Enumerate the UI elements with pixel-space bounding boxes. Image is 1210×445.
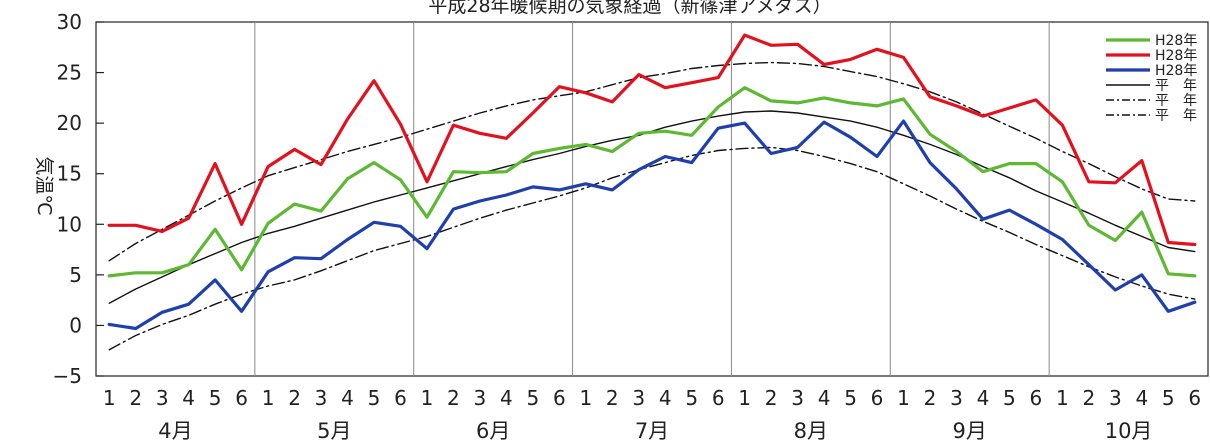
legend-label: H28年 xyxy=(1155,63,1197,79)
x-tick-label: 4 xyxy=(818,386,831,410)
y-tick-label: 20 xyxy=(57,111,82,135)
month-label: 5月 xyxy=(317,419,351,443)
x-tick-label: 1 xyxy=(1056,386,1069,410)
x-tick-label: 2 xyxy=(765,386,778,410)
x-tick-label: 4 xyxy=(500,386,513,410)
month-label: 6月 xyxy=(476,419,510,443)
y-tick-label: 10 xyxy=(57,212,82,236)
legend-label: H28年 xyxy=(1155,33,1197,49)
x-tick-label: 2 xyxy=(924,386,937,410)
x-tick-label: 5 xyxy=(209,386,222,410)
x-tick-label: 6 xyxy=(553,386,566,410)
month-label: 4月 xyxy=(158,419,192,443)
x-tick-label: 5 xyxy=(844,386,857,410)
x-tick-label: 3 xyxy=(156,386,169,410)
x-tick-label: 3 xyxy=(950,386,963,410)
x-tick-label: 5 xyxy=(685,386,698,410)
x-tick-label: 1 xyxy=(262,386,275,410)
x-tick-label: 2 xyxy=(447,386,460,410)
x-tick-label: 5 xyxy=(1162,386,1175,410)
chart-title: 平成28年暖候期の気象経過（新篠津アメダス） xyxy=(428,0,831,17)
legend-label: H28年 xyxy=(1155,48,1197,64)
x-tick-label: 1 xyxy=(579,386,592,410)
x-tick-label: 1 xyxy=(421,386,434,410)
x-tick-label: 4 xyxy=(977,386,990,410)
legend-label: 平 年 xyxy=(1155,78,1197,94)
x-tick-label: 4 xyxy=(182,386,195,410)
y-axis-label: 気温℃ xyxy=(33,156,55,215)
x-tick-label: 6 xyxy=(394,386,407,410)
x-tick-label: 6 xyxy=(871,386,884,410)
month-label: 10月 xyxy=(1105,419,1153,443)
x-tick-label: 6 xyxy=(1030,386,1043,410)
y-tick-label: 15 xyxy=(57,162,82,186)
month-label: 7月 xyxy=(635,419,669,443)
x-tick-label: 1 xyxy=(738,386,751,410)
month-label: 8月 xyxy=(794,419,828,443)
x-tick-label: 4 xyxy=(1135,386,1148,410)
x-tick-label: 3 xyxy=(791,386,804,410)
x-tick-label: 3 xyxy=(474,386,487,410)
x-tick-label: 6 xyxy=(235,386,248,410)
x-tick-label: 1 xyxy=(897,386,910,410)
x-tick-label: 2 xyxy=(288,386,301,410)
x-tick-label: 2 xyxy=(1082,386,1095,410)
x-tick-label: 3 xyxy=(315,386,328,410)
x-tick-label: 6 xyxy=(1188,386,1201,410)
x-tick-label: 2 xyxy=(129,386,142,410)
x-tick-label: 2 xyxy=(606,386,619,410)
y-tick-label: 25 xyxy=(57,61,82,85)
x-tick-label: 4 xyxy=(341,386,354,410)
x-tick-label: 1 xyxy=(103,386,116,410)
y-tick-label: 5 xyxy=(69,263,82,287)
x-tick-label: 5 xyxy=(1003,386,1016,410)
y-tick-label: 0 xyxy=(69,313,82,337)
x-tick-label: 5 xyxy=(526,386,539,410)
x-tick-label: 6 xyxy=(712,386,725,410)
legend-label: 平 年 xyxy=(1155,108,1197,124)
y-tick-label: −5 xyxy=(53,364,82,388)
x-tick-label: 4 xyxy=(659,386,672,410)
x-tick-label: 5 xyxy=(368,386,381,410)
legend-label: 平 年 xyxy=(1155,93,1197,109)
month-label: 9月 xyxy=(953,419,987,443)
x-tick-label: 3 xyxy=(1109,386,1122,410)
y-tick-label: 30 xyxy=(57,10,82,34)
x-tick-label: 3 xyxy=(632,386,645,410)
